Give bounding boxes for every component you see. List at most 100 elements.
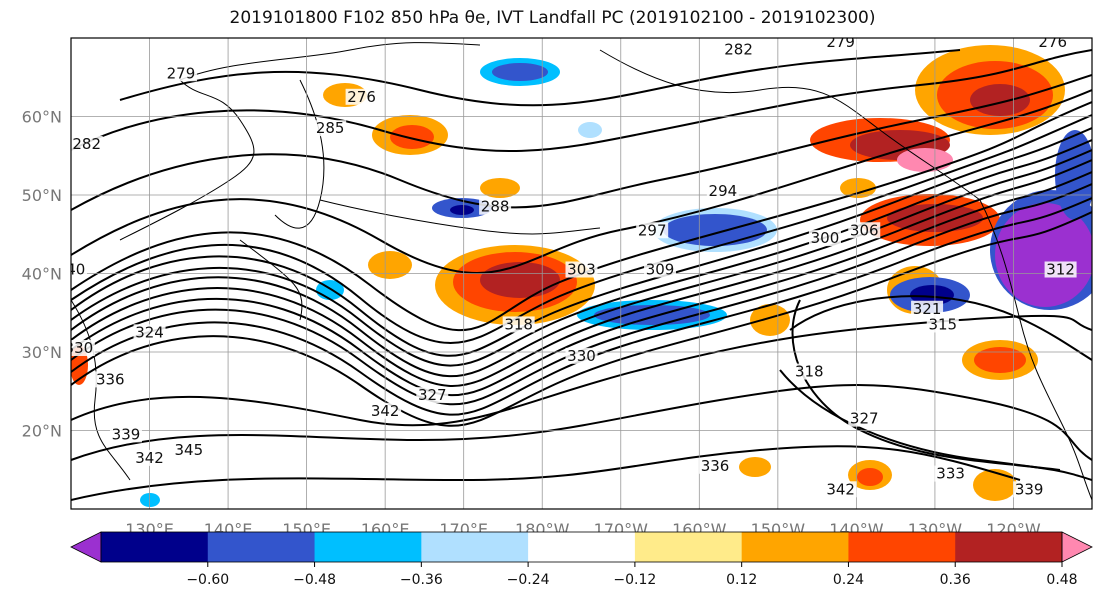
anomaly-patch (1055, 130, 1092, 220)
contour-label-bg (369, 402, 402, 419)
theta-e-contours (71, 49, 1092, 501)
contour-label: 297 (638, 221, 667, 239)
contour-label: 345 (174, 441, 203, 459)
anomaly-patch (739, 457, 771, 477)
contour-label-bg (71, 135, 103, 152)
lat-label: 60°N (22, 108, 62, 127)
map-frame (70, 37, 1093, 510)
contour-label: 300 (811, 229, 840, 247)
contour-label-bg (345, 88, 378, 105)
lat-label: 50°N (22, 186, 62, 205)
colorbar-tick-label: 0.48 (1046, 572, 1077, 588)
contour-label: 276 (347, 88, 376, 106)
contour-label: 282 (724, 41, 753, 59)
contour-label: 342 (135, 449, 164, 467)
contour-label: 279 (826, 33, 855, 51)
contour-line (71, 171, 1092, 397)
contour-label: 321 (913, 300, 942, 318)
contour-label: 306 (850, 221, 879, 239)
contour-label: 324 (135, 323, 164, 341)
contour-label-bg (71, 261, 87, 278)
colorbar-ticks: −0.60 −0.48 −0.36 −0.24 −0.12 0.12 0.24 0.36 0.4… (186, 562, 1078, 588)
anomaly-patch (857, 468, 883, 486)
colorbar-tick-label: −0.60 (186, 572, 229, 588)
contour-label: 330 (65, 339, 94, 357)
contour-label: 303 (567, 261, 596, 279)
contour-line (71, 314, 1092, 427)
colorbar-swatch (101, 532, 209, 562)
contour-line (71, 445, 1021, 501)
contour-label: 327 (418, 386, 447, 404)
anomaly-patch (390, 125, 434, 149)
contour-label: 327 (850, 410, 879, 428)
coastlines (71, 42, 1092, 501)
anomaly-patch (368, 251, 412, 279)
contour-label-bg (636, 222, 669, 239)
anomaly-patch (578, 122, 602, 138)
contour-label-bg (824, 38, 857, 50)
anomaly-patch (450, 205, 474, 215)
lat-label: 20°N (22, 422, 62, 441)
contour-line (71, 49, 1092, 152)
contour-label-bg (699, 457, 732, 474)
contour-label-bg (109, 426, 142, 443)
colorbar-swatch (314, 532, 422, 562)
contour-label-bg (848, 410, 881, 427)
contour-label-bg (1036, 38, 1069, 50)
colorbar-tick-label: −0.12 (613, 572, 656, 588)
colorbar-swatch (955, 532, 1063, 562)
contour-label: 339 (1015, 480, 1044, 498)
contour-label: 333 (936, 465, 965, 483)
contour-line (71, 127, 1092, 357)
contour-label: 336 (96, 370, 125, 388)
contour-line (789, 295, 1092, 361)
coastline-alaska (599, 49, 981, 201)
anomaly-patch (973, 469, 1017, 501)
contour-label-bg (314, 120, 347, 137)
contour-label-bg (502, 316, 535, 333)
contour-label: 312 (1046, 261, 1075, 279)
contour-label-bg (479, 198, 512, 215)
anomaly-patch (840, 178, 876, 198)
anomaly-patch (594, 305, 710, 325)
latitude-labels: 60°N 50°N 40°N 30°N 20°N (22, 108, 62, 441)
contour-label-bg (1013, 481, 1046, 498)
contour-line (791, 299, 1061, 471)
colorbar-swatch (634, 532, 743, 562)
lat-label: 30°N (22, 343, 62, 362)
coastline-japan (239, 239, 303, 321)
anomaly-patch (974, 347, 1026, 373)
colorbar-swatch (848, 532, 956, 562)
map-gridlines (71, 38, 1092, 509)
contour-label: 342 (371, 402, 400, 420)
colorbar-swatch (207, 532, 316, 562)
anomaly-patch (910, 285, 954, 305)
coastline-china (71, 299, 131, 481)
contour-label-bg (94, 371, 127, 388)
colorbar: −0.60 −0.48 −0.36 −0.24 −0.12 0.12 0.24 0.36 0.4… (70, 531, 1093, 588)
colorbar-swatch (421, 532, 529, 562)
contour-label: 318 (795, 363, 824, 381)
anomaly-patch (970, 84, 1030, 116)
contour-label-bg (808, 230, 841, 247)
contour-line (71, 89, 1092, 274)
anomaly-patch (897, 148, 953, 172)
contour-label-bg (926, 316, 959, 333)
coastline-north-america (979, 199, 1092, 501)
contour-line (71, 159, 1092, 387)
contour-label-bg (565, 261, 598, 278)
colorbar-swatch (528, 532, 636, 562)
colorbar-swatches (70, 531, 1093, 563)
contour-line (71, 211, 1092, 427)
contour-label-bg (793, 363, 826, 380)
contour-label: 342 (826, 480, 855, 498)
contour-label-bg (71, 340, 95, 356)
colorbar-tick-label: −0.36 (400, 572, 443, 588)
contour-label-bg (824, 481, 857, 498)
contour-label: 294 (709, 182, 738, 200)
contour-line (71, 114, 1092, 344)
contour-line (71, 384, 1092, 461)
colorbar-frame (100, 531, 1063, 563)
contour-line (71, 183, 1092, 406)
contour-label: 336 (701, 457, 730, 475)
